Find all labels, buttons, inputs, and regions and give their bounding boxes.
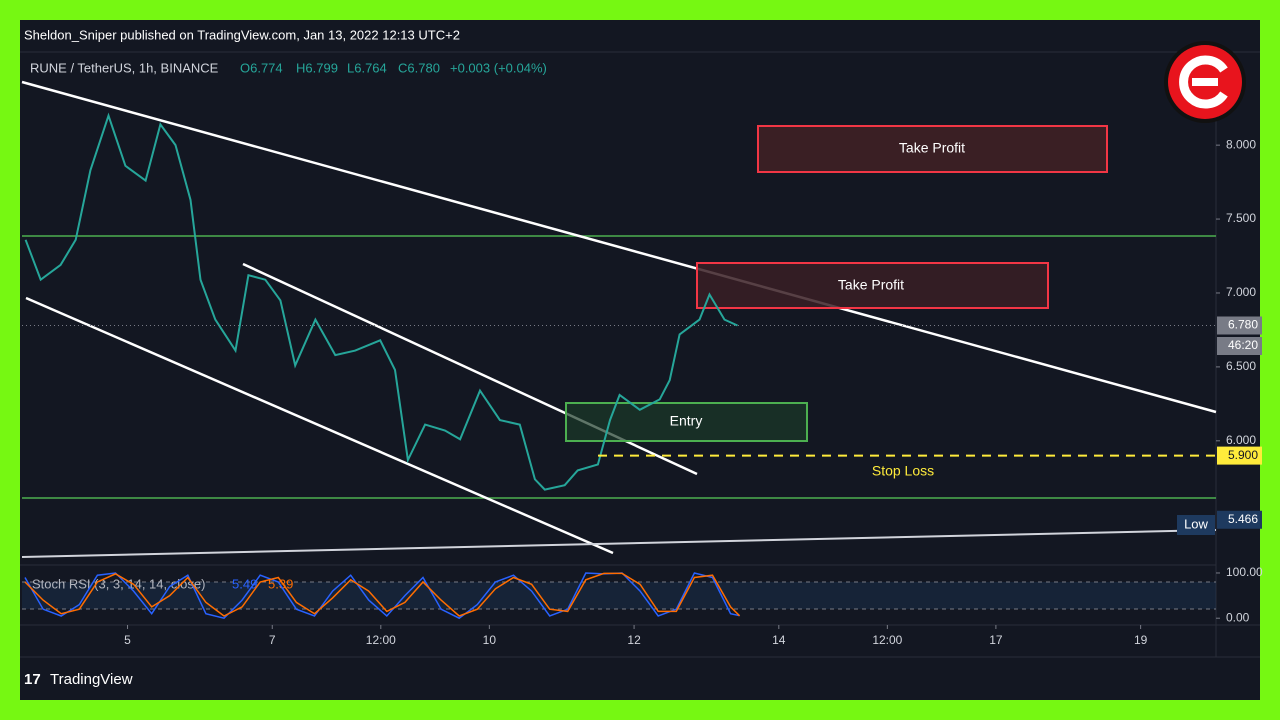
- ohlc-open: O6.774: [240, 60, 283, 75]
- symbol: RUNE / TetherUS, 1h, BINANCE: [30, 60, 219, 75]
- entry-label: Entry: [670, 413, 703, 429]
- take-profit-zone: [696, 262, 1049, 309]
- x-tick-label: 17: [989, 633, 1003, 647]
- stoch-band: [22, 582, 1216, 609]
- y-tick-label: 7.500: [1226, 211, 1256, 225]
- x-tick-label: 19: [1134, 633, 1148, 647]
- take-profit-label: Take Profit: [899, 140, 965, 156]
- x-tick-label: 7: [269, 633, 276, 647]
- ohlc-close: C6.780: [398, 60, 440, 75]
- price-tag: [1217, 316, 1262, 335]
- trend-line: [21, 529, 1217, 558]
- channel-logo-mark: [1179, 55, 1228, 109]
- price-tag-label: 5.900: [1228, 448, 1258, 462]
- y-tick-label: 8.000: [1226, 137, 1256, 151]
- take-profit-zone: [757, 125, 1108, 173]
- footer-logo: 17: [24, 671, 41, 688]
- y-tick-label: 6.500: [1226, 359, 1256, 373]
- price-tag: [1217, 510, 1262, 529]
- series-line: [24, 572, 740, 620]
- low-tag: [1177, 515, 1215, 535]
- low-tag-label: Low: [1184, 516, 1208, 531]
- y-tick-label: 6.000: [1226, 433, 1256, 447]
- stop-loss-label: Stop Loss: [872, 463, 934, 479]
- y-tick-label: 0.00: [1226, 610, 1250, 624]
- price-tag-label: 6.780: [1228, 318, 1258, 332]
- y-tick-label: 7.000: [1226, 285, 1256, 299]
- x-tick-label: 12: [627, 633, 641, 647]
- price-tag-label: 5.466: [1228, 512, 1258, 526]
- trend-line: [25, 296, 614, 555]
- change: +0.003 (+0.04%): [450, 60, 547, 75]
- publisher: Sheldon_Sniper published on TradingView.…: [24, 27, 460, 42]
- series-line: [24, 572, 741, 617]
- stoch-title: Stoch RSI (3, 3, 14, 14, close): [32, 576, 205, 591]
- trend-line: [21, 80, 1217, 414]
- x-tick-label: 10: [483, 633, 497, 647]
- ohlc-high: H6.799: [296, 60, 338, 75]
- x-tick-label: 12:00: [872, 633, 902, 647]
- ohlc-low: L6.764: [347, 60, 387, 75]
- countdown-tag: [1217, 337, 1262, 355]
- channel-logo-mark: [1192, 78, 1218, 86]
- countdown: 46:20: [1228, 338, 1258, 352]
- footer-brand: TradingView: [50, 671, 133, 688]
- y-tick-label: 100.00: [1226, 565, 1263, 579]
- price-tag: [1217, 446, 1262, 465]
- take-profit-label: Take Profit: [838, 277, 904, 293]
- x-tick-label: 5: [124, 633, 131, 647]
- x-tick-label: 14: [772, 633, 786, 647]
- x-tick-label: 12:00: [366, 633, 396, 647]
- series-line: [24, 112, 738, 491]
